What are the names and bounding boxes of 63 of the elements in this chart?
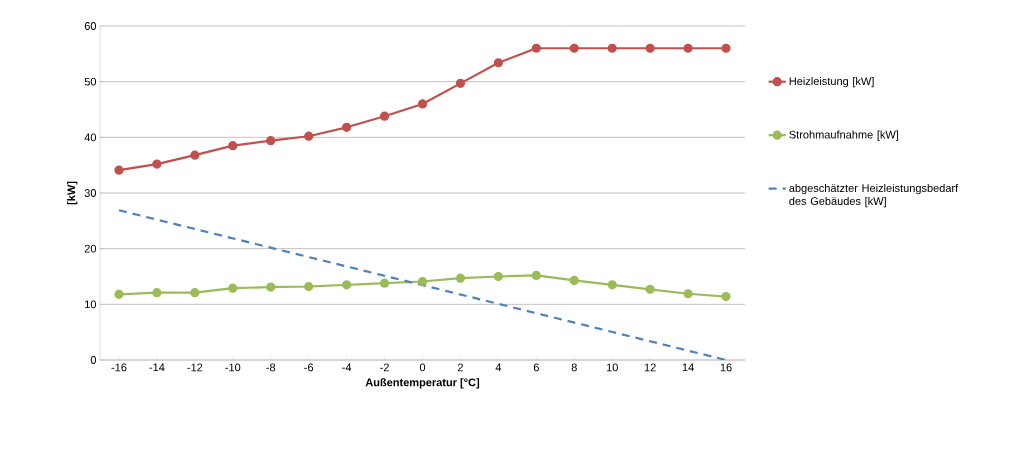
point (721, 43, 731, 53)
point (455, 273, 466, 283)
point (114, 289, 124, 299)
point (152, 288, 162, 298)
point (114, 165, 124, 175)
point (228, 283, 238, 293)
x-tick-label: 8 (571, 363, 577, 372)
x-tick-label: -2 (380, 363, 389, 372)
x-tick-label: -16 (111, 363, 127, 372)
legend-label: abgeschätzter Heizleistungsbedarf des Gebäudes [kW] (789, 183, 959, 208)
point (417, 99, 428, 109)
point (531, 43, 541, 53)
point (152, 159, 162, 169)
point (683, 43, 693, 53)
point (531, 270, 541, 280)
point (493, 58, 503, 68)
point (266, 136, 276, 146)
y-tick-label: 40 (84, 133, 97, 142)
x-tick-label: 0 (419, 363, 426, 372)
y-tick-label: 60 (84, 22, 97, 30)
x-tick-label: -12 (187, 363, 203, 372)
point (342, 122, 352, 132)
point (266, 282, 276, 292)
y-tick-label: 20 (84, 244, 97, 253)
x-tick-label: 14 (682, 363, 694, 372)
x-tick-label: 12 (644, 363, 656, 372)
point (569, 275, 579, 285)
x-tick-label: -6 (304, 363, 314, 372)
y-tick-label: 30 (84, 189, 97, 197)
x-tick-label: -8 (266, 363, 276, 372)
x-tick-label: -14 (149, 363, 165, 372)
point (569, 43, 579, 53)
x-tick-label: -10 (225, 363, 241, 372)
x-tick-label: 6 (533, 363, 539, 372)
x-axis-title: Außentemperatur [°C] (365, 378, 480, 389)
point (417, 276, 428, 287)
point (721, 291, 731, 302)
legend-label: Strohmaufnahme [kW] (789, 130, 899, 141)
x-tick-label: -4 (342, 363, 352, 372)
y-tick-label: 0 (90, 356, 97, 364)
point (304, 131, 314, 141)
x-tick-label: 10 (606, 363, 618, 372)
point (379, 111, 390, 121)
point (190, 150, 200, 160)
point (493, 271, 503, 282)
point (645, 43, 655, 53)
x-tick-label: 2 (457, 363, 463, 372)
point (645, 284, 655, 294)
point (455, 78, 466, 88)
point (607, 280, 617, 290)
y-tick-label: 50 (84, 77, 97, 86)
x-tick-label: 16 (720, 363, 732, 372)
point (607, 43, 617, 53)
point (683, 289, 693, 299)
point (342, 280, 352, 290)
y-axis-title: [kW] (67, 181, 78, 205)
point (228, 141, 238, 151)
point (304, 281, 314, 292)
point (190, 288, 200, 298)
point (379, 278, 390, 288)
legend-label: Heizleistung [kW] (789, 76, 874, 88)
x-tick-label: 4 (495, 363, 502, 372)
y-tick-label: 10 (85, 300, 97, 309)
